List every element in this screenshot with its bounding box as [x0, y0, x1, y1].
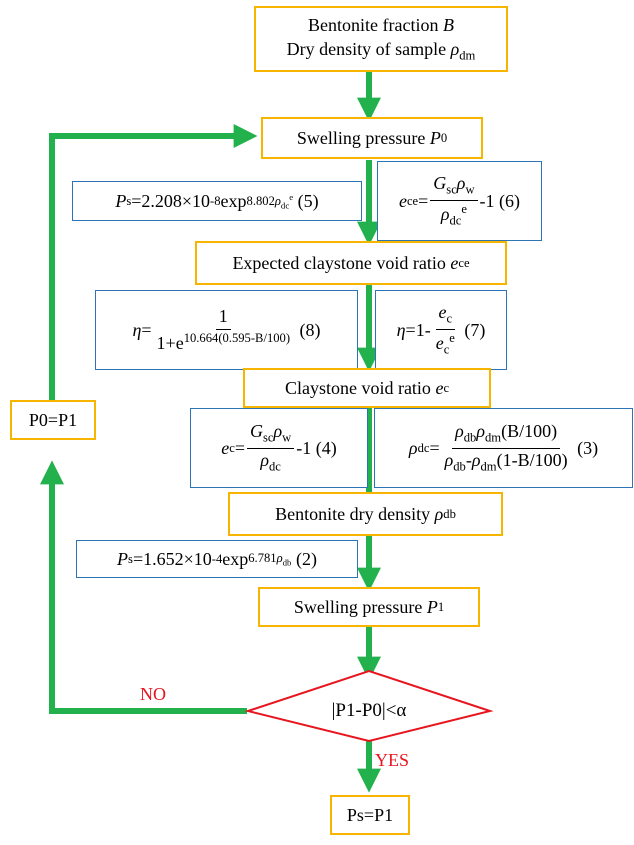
p0-var: P: [429, 127, 441, 148]
expected-void-var: e: [450, 252, 459, 273]
input-var-rho: ρ: [450, 39, 460, 60]
p1-var: P: [426, 596, 438, 617]
equation-6: e c e = Gscρw ρdce -1 (6): [377, 161, 542, 241]
eq3-tag: (3): [577, 437, 599, 458]
eq5-coef: =2.208×10: [131, 190, 211, 211]
input-node: Bentonite fraction B Dry density of samp…: [254, 6, 508, 72]
result-text: Ps=P1: [346, 804, 394, 825]
eq6-tag: (6): [499, 190, 521, 211]
arrow-no-to-feedback: [40, 460, 247, 714]
decision-diamond: [244, 669, 494, 743]
equation-7: η =1- ec ece (7): [375, 290, 507, 370]
p1-sub: 1: [437, 599, 445, 614]
eq8-den-base: 1+e: [156, 332, 184, 353]
eq8-num: 1: [215, 306, 231, 330]
feedback-node: P0=P1: [10, 400, 96, 440]
input-var-b: B: [442, 15, 454, 36]
eq8-tag: (8): [299, 319, 321, 340]
eq3-num-tail: (B/100): [501, 421, 558, 442]
input-sub-dm: dm: [459, 48, 476, 63]
eq7-tag: (7): [464, 319, 486, 340]
eq2-power: 6.781: [248, 550, 277, 565]
decision-condition: |P1-P0|<α: [331, 700, 407, 721]
dry-density-var: ρ: [434, 503, 444, 524]
eq2-tag: (2): [295, 548, 317, 569]
eq5-fn: exp: [220, 190, 247, 211]
input-line2: Dry density of sample: [286, 39, 451, 60]
no-label: NO: [140, 684, 166, 704]
input-line1: Bentonite fraction: [308, 15, 443, 36]
equation-8: η = 1 1+e10.664(0.595-B/100) (8): [95, 290, 358, 370]
expected-void-sup: e: [463, 255, 470, 270]
equation-4: e c = Gscρw ρdc -1 (4): [190, 408, 368, 488]
decision-text: |P1-P0|<α: [300, 696, 438, 726]
eq4-tag: (4): [315, 437, 337, 458]
bentonite-dry-density-node: Bentonite dry density ρ db: [228, 492, 503, 536]
yes-label: YES: [375, 750, 410, 770]
expected-void-sub: c: [458, 255, 464, 270]
eq5-exp: -8: [210, 193, 221, 208]
expected-void-label: Expected claystone void ratio: [232, 252, 446, 273]
eq2-exp: -4: [211, 551, 223, 566]
result-node: Ps=P1: [330, 795, 410, 835]
dry-density-label: Bentonite dry density: [275, 503, 431, 524]
void-var: e: [435, 377, 444, 398]
eq5-power: 8.802: [246, 193, 275, 208]
p0-label: Swelling pressure: [296, 127, 426, 148]
eq2-fn: exp: [222, 548, 249, 569]
eq8-den-exp: 10.664(0.595-B/100): [183, 330, 291, 345]
eq6-tail: -1: [479, 190, 495, 211]
equation-3: ρ dc = ρdbρdm(B/100) ρdb-ρdm(1-B/100) (3): [374, 408, 633, 488]
p1-label: Swelling pressure: [293, 596, 423, 617]
void-label: Claystone void ratio: [284, 377, 431, 398]
eq5-tag: (5): [297, 190, 319, 211]
eq7-lhs: =1-: [405, 319, 431, 340]
eq3-den-tail: (1-B/100): [496, 449, 568, 470]
void-sub: c: [443, 380, 450, 395]
p0-sub: 0: [440, 130, 448, 145]
eq2-coef: =1.652×10: [132, 548, 212, 569]
arrow-feedback-to-p0: [49, 124, 258, 400]
feedback-text: P0=P1: [28, 409, 78, 430]
dry-density-sub: db: [443, 506, 456, 521]
eq4-tail: -1: [296, 437, 312, 458]
